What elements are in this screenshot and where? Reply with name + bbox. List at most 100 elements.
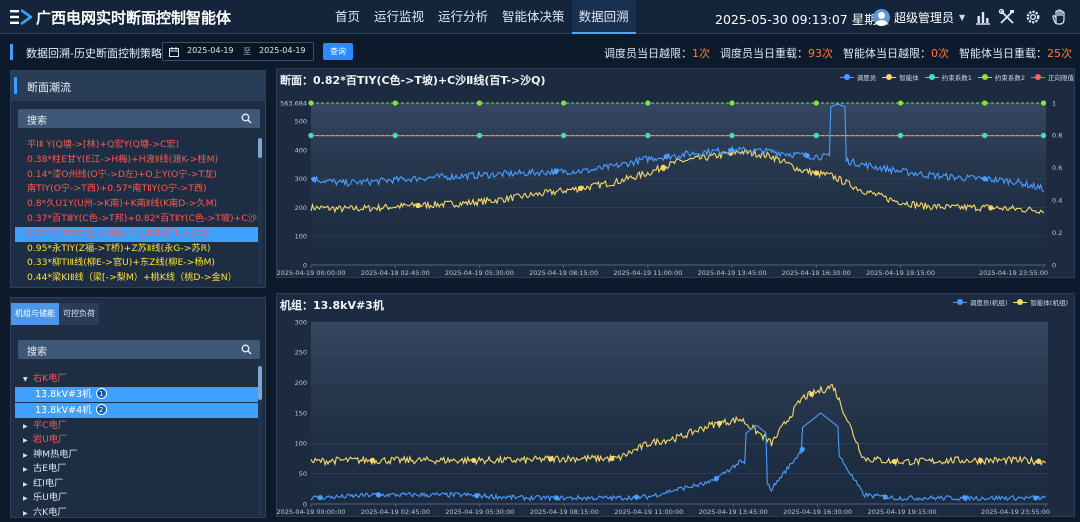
caret-right-icon[interactable]: ▶: [23, 422, 28, 430]
tree-plant[interactable]: ▶ 乐U电厂: [15, 491, 261, 506]
tools-icon[interactable]: [998, 8, 1016, 26]
section-list-item[interactable]: 南TⅠY(O宁->T西)+0.57*南TⅡY(O宁->T西): [27, 183, 207, 195]
series-marker[interactable]: [633, 494, 640, 500]
series-marker[interactable]: [1033, 495, 1039, 501]
series-marker[interactable]: [561, 100, 567, 106]
section-list-item[interactable]: 0.14*漆O州线(O宁->D左)+O上Y(O宁->T龙): [27, 168, 217, 180]
section-list-item[interactable]: 0.44*梁KⅠⅡ线（梁[->梨M）+桃K线（桃D->金N）: [27, 272, 237, 284]
series-marker[interactable]: [317, 494, 323, 501]
search-icon[interactable]: [241, 113, 252, 124]
caret-right-icon[interactable]: ▶: [23, 466, 28, 473]
tree-plant[interactable]: ▶ 神M热电厂: [15, 448, 261, 463]
series-marker[interactable]: [982, 132, 988, 138]
tree-plant[interactable]: ▶ 六K电厂: [15, 506, 261, 517]
series-marker[interactable]: [577, 185, 584, 191]
tree-plant[interactable]: ▼ 右K电厂: [15, 372, 261, 387]
series-marker[interactable]: [891, 458, 898, 465]
series-marker[interactable]: [663, 153, 669, 160]
series-marker[interactable]: [808, 391, 815, 397]
scrollbar-thumb[interactable]: [258, 366, 262, 400]
nav-item-0[interactable]: 首页: [335, 9, 361, 24]
series-marker[interactable]: [729, 100, 735, 106]
series-marker[interactable]: [308, 132, 314, 138]
tree-plant[interactable]: ▶ 平C电厂: [15, 419, 261, 434]
legend-item[interactable]: 约束系数2: [977, 72, 1025, 82]
section-search-input[interactable]: 搜索: [18, 109, 260, 128]
series-marker[interactable]: [716, 420, 723, 426]
search-icon[interactable]: [241, 344, 252, 355]
nav-item-3[interactable]: 智能体决策: [502, 9, 565, 24]
series-marker[interactable]: [727, 147, 734, 154]
caret-right-icon[interactable]: ▶: [23, 495, 28, 502]
series-marker[interactable]: [799, 446, 805, 452]
legend-item[interactable]: 智能体: [882, 72, 919, 82]
series-marker[interactable]: [1036, 458, 1042, 464]
series-marker[interactable]: [308, 100, 314, 106]
legend-item[interactable]: 约束系数1: [924, 72, 972, 82]
series-marker[interactable]: [392, 132, 398, 138]
tree-plant[interactable]: ▶ 古E电厂: [15, 462, 261, 477]
bar-chart-icon[interactable]: [974, 8, 992, 26]
series-marker[interactable]: [988, 205, 994, 211]
nav-item-1[interactable]: 运行监视: [374, 9, 425, 24]
section-list-item[interactable]: 平ⅠⅡ Y(Q塘->[林)+Q宏Y(Q塘->C宏): [27, 139, 180, 150]
unit-search-input[interactable]: 搜索: [18, 340, 260, 359]
tree-unit[interactable]: 13.8kV#3机 1: [15, 386, 261, 402]
nav-item-2[interactable]: 运行分析: [438, 9, 489, 24]
gear-icon[interactable]: [1024, 8, 1042, 26]
series-marker[interactable]: [713, 475, 719, 482]
section-list-item[interactable]: 0.33*柳TⅠⅡ线(柳E->官U)+东Z线(柳E->杨M): [27, 257, 216, 269]
series-marker[interactable]: [660, 164, 666, 170]
hand-icon[interactable]: [1051, 8, 1069, 26]
series-marker[interactable]: [1040, 132, 1047, 138]
series-marker[interactable]: [476, 100, 483, 106]
series-marker[interactable]: [804, 153, 810, 159]
legend-item[interactable]: 调度员: [839, 72, 876, 82]
tab-1[interactable]: 可控负荷: [59, 303, 99, 325]
series-marker[interactable]: [474, 493, 480, 499]
series-marker[interactable]: [897, 132, 904, 138]
section-list-item[interactable]: 0.8*久U1Y(U州->K南)+K南Ⅱ线(K南D->久M): [27, 198, 218, 210]
series-marker[interactable]: [471, 457, 477, 463]
series-marker[interactable]: [813, 132, 819, 138]
legend-item[interactable]: 智能体(机组): [1013, 297, 1068, 307]
tab-0[interactable]: 机组与储能: [11, 303, 59, 325]
nav-item-4[interactable]: 数据回溯: [571, 0, 636, 34]
caret-right-icon[interactable]: ▶: [23, 437, 28, 444]
tree-plant[interactable]: ▶ 岩U电厂: [15, 433, 261, 448]
series-marker[interactable]: [897, 100, 904, 106]
scrollbar-thumb[interactable]: [258, 138, 262, 158]
series-marker[interactable]: [645, 100, 651, 106]
legend-item[interactable]: 正向限值: [1031, 72, 1074, 82]
series-marker[interactable]: [561, 132, 567, 138]
series-marker[interactable]: [547, 456, 554, 462]
series-marker[interactable]: [609, 455, 615, 462]
section-list-scrollbar[interactable]: [258, 138, 262, 284]
series-marker[interactable]: [553, 168, 559, 175]
series-marker[interactable]: [311, 176, 317, 182]
series-marker[interactable]: [369, 457, 376, 463]
user-menu[interactable]: 超级管理员 ▼: [873, 7, 965, 27]
date-range-picker[interactable]: 2025-04-19 至 2025-04-19: [162, 42, 314, 61]
series-marker[interactable]: [645, 132, 651, 138]
series-marker[interactable]: [554, 495, 560, 501]
series-marker[interactable]: [982, 100, 988, 106]
series-marker[interactable]: [962, 495, 968, 501]
series-marker[interactable]: [977, 457, 984, 463]
section-list-item[interactable]: 0.82*百TⅠY(C色->T坡)+C沙Ⅱ线(百T->沙Q): [15, 226, 261, 242]
series-marker[interactable]: [1040, 100, 1047, 106]
caret-down-icon[interactable]: ▼: [23, 376, 28, 383]
section-list-item[interactable]: 0.38*柱E甘Y(E江->H梅)+H渡Ⅱ线(渡K->桂M): [27, 153, 219, 165]
section-list-item[interactable]: 0.37*百TⅢY(C色->T邦)+0.82*百TⅡY(C色->T坡)+C沙Ⅱ线: [27, 212, 261, 224]
legend-item[interactable]: 调度员(机组): [952, 297, 1007, 307]
series-marker[interactable]: [882, 494, 888, 500]
caret-right-icon[interactable]: ▶: [23, 509, 28, 517]
series-marker[interactable]: [375, 492, 382, 498]
series-marker[interactable]: [813, 170, 819, 176]
caret-right-icon[interactable]: ▶: [23, 480, 28, 488]
section-list-item[interactable]: 0.95*永TⅠY(Z福->T桥)+Z苏Ⅱ线(永G->苏R): [27, 242, 211, 254]
tree-unit[interactable]: 13.8kV#4机 2: [15, 402, 261, 418]
series-marker[interactable]: [813, 100, 819, 106]
series-marker[interactable]: [476, 132, 483, 138]
query-button[interactable]: 查询: [323, 43, 353, 60]
